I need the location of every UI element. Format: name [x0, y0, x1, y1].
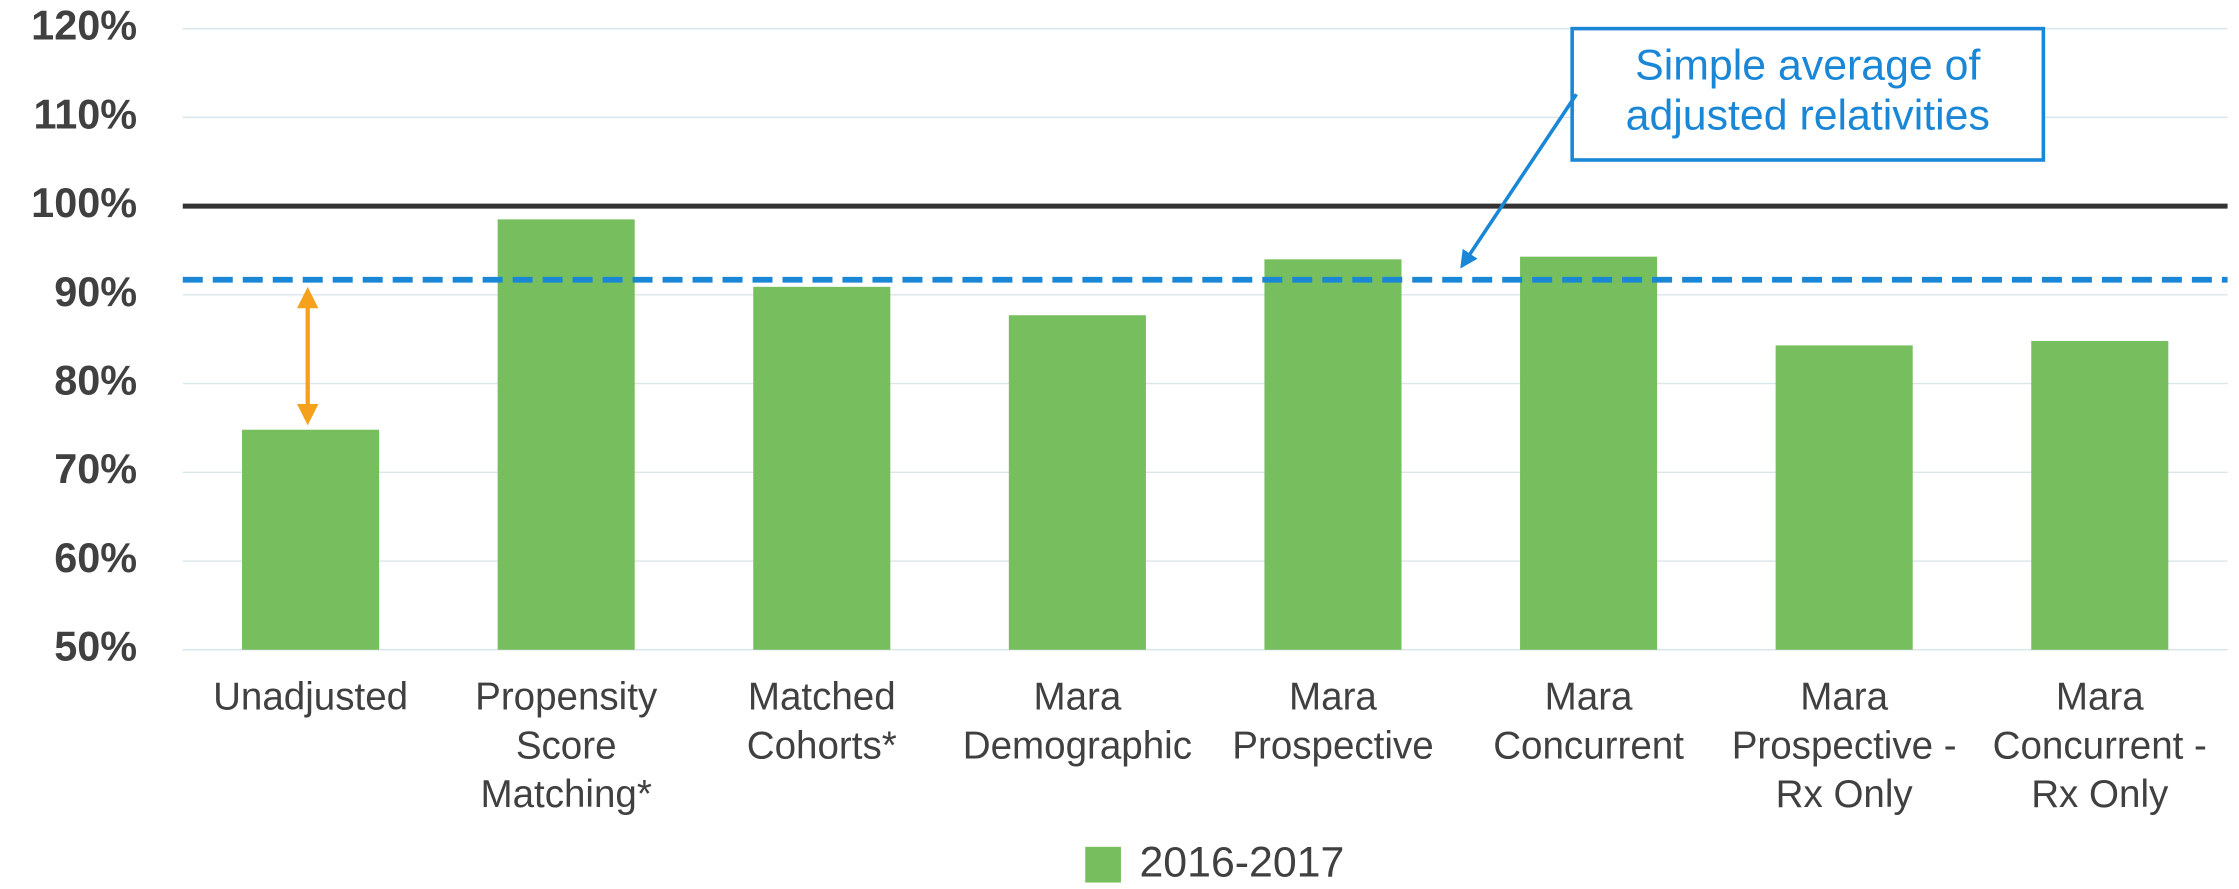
bar [1264, 259, 1402, 650]
bar [1008, 315, 1146, 650]
bar [753, 286, 891, 650]
x-tick-label: Unadjusted [213, 676, 408, 719]
y-tick-label: 110% [33, 91, 137, 137]
annotation-box [1570, 26, 2046, 162]
y-tick-label: 60% [54, 535, 137, 581]
bar [242, 429, 380, 650]
legend-label: 2016-2017 [1139, 839, 1344, 884]
x-tick-label: Mara Concurrent -Rx Only [1993, 676, 2207, 816]
bar [497, 219, 635, 650]
annotation-arrow [1460, 93, 1578, 269]
y-tick-label: 70% [54, 446, 137, 492]
x-tick-label: Mara Prospective -Rx Only [1732, 676, 1957, 816]
y-tick-label: 120% [31, 3, 137, 49]
y-tick-label: 100% [31, 180, 137, 226]
x-tick-label: Mara Demographic [963, 676, 1192, 768]
y-tick-label: 90% [54, 269, 137, 315]
legend-swatch [1085, 846, 1121, 883]
bar [2031, 340, 2169, 650]
bar [1775, 345, 1913, 650]
annotation-text: Simple average of adjusted relativities [1626, 42, 1990, 140]
y-tick-label: 50% [54, 624, 137, 670]
x-tick-label: Mara Prospective [1232, 676, 1433, 768]
bar [1520, 256, 1658, 650]
x-tick-label: Mara Concurrent [1493, 676, 1684, 768]
x-tick-label: Propensity Score Matching* [475, 676, 658, 816]
x-tick-label: Matched Cohorts* [747, 676, 897, 768]
y-tick-label: 80% [54, 357, 137, 403]
